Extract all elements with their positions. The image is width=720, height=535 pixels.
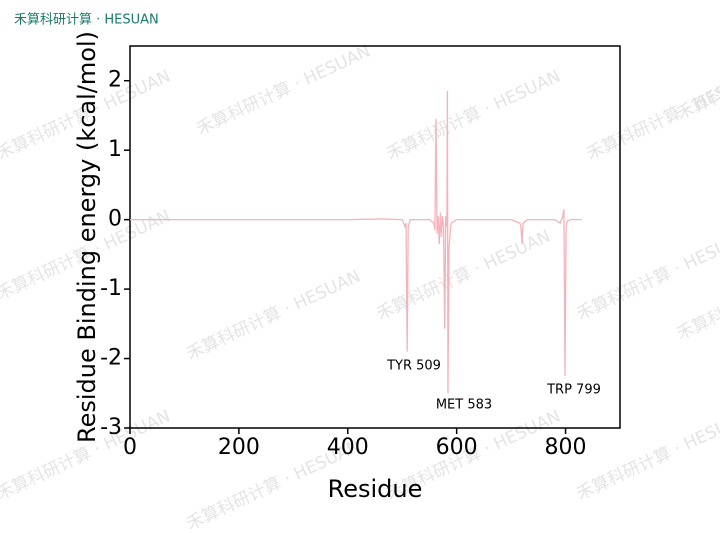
- annotation: TRP 799: [546, 383, 601, 398]
- watermark: 禾算科研计算 · HESUAN: [194, 41, 374, 139]
- y-tick-label: 2: [108, 68, 122, 93]
- x-tick-label: 0: [123, 435, 137, 460]
- y-axis-title: Residue Binding energy (kcal/mol): [73, 31, 101, 443]
- x-tick-label: 200: [218, 435, 260, 460]
- watermark: 禾算科研计算 · HESUAN: [374, 226, 554, 324]
- y-tick-label: -1: [100, 276, 122, 301]
- series-line: [130, 91, 582, 394]
- x-tick-label: 800: [545, 435, 587, 460]
- brand: 禾算科研计算 · HESUAN: [14, 13, 159, 28]
- y-tick-label: 0: [108, 207, 122, 232]
- x-tick-label: 600: [436, 435, 478, 460]
- watermark: 禾算科研计算 · HESUAN: [384, 66, 564, 164]
- plot-frame: [129, 45, 621, 429]
- annotation: TYR 509: [386, 359, 441, 374]
- watermark: 禾算科研计算 · HESUAN: [674, 26, 720, 124]
- y-tick-label: 1: [108, 137, 122, 162]
- y-tick-label: -3: [100, 415, 122, 440]
- annotation: MET 583: [436, 398, 492, 413]
- watermark: 禾算科研计算 · HESUAN: [184, 266, 364, 364]
- x-axis-title: Residue: [328, 475, 423, 503]
- watermark: 禾算科研计算 · HESUAN: [574, 226, 720, 324]
- x-tick-label: 400: [327, 435, 369, 460]
- watermark: 禾算科研计算 · HESUAN: [574, 406, 720, 504]
- y-tick-label: -2: [100, 346, 122, 371]
